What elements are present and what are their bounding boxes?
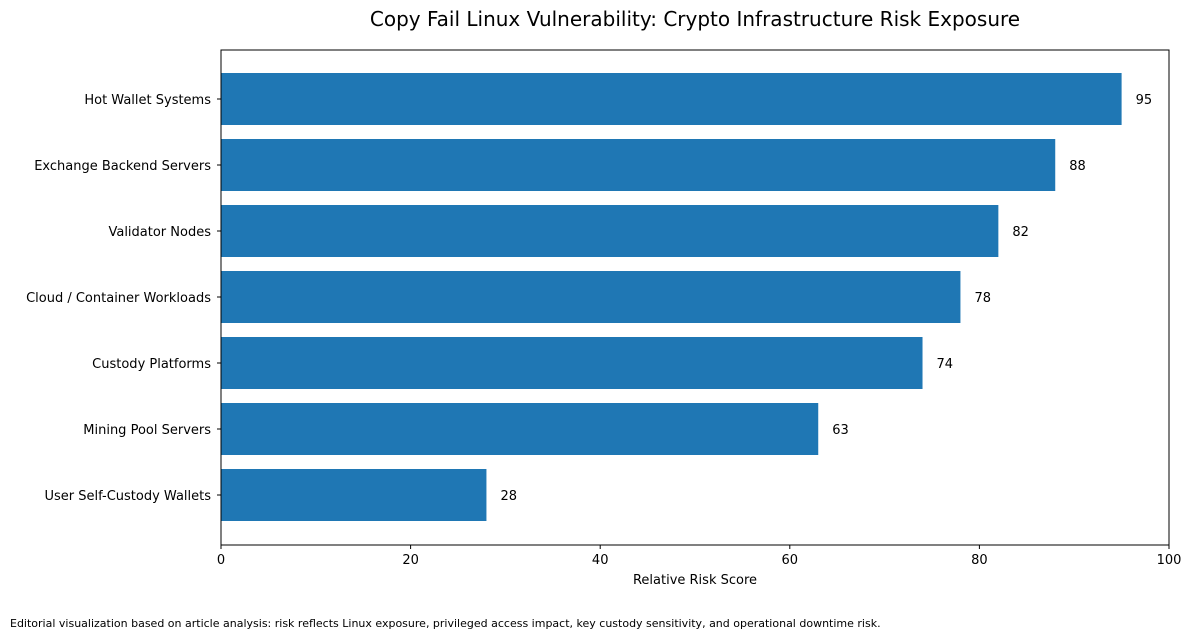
y-tick-label: Mining Pool Servers bbox=[83, 423, 211, 438]
y-tick-label: Cloud / Container Workloads bbox=[26, 291, 211, 306]
data-label: 88 bbox=[1069, 159, 1086, 174]
bar bbox=[221, 271, 961, 323]
x-tick-label: 20 bbox=[402, 553, 419, 568]
x-tick-label: 40 bbox=[592, 553, 609, 568]
data-label: 82 bbox=[1012, 225, 1029, 240]
bars-layer bbox=[221, 73, 1122, 521]
bar bbox=[221, 403, 819, 455]
data-label: 28 bbox=[500, 489, 517, 504]
chart-title: Copy Fail Linux Vulnerability: Crypto In… bbox=[370, 7, 1020, 31]
y-tick-label: Hot Wallet Systems bbox=[84, 93, 211, 108]
x-tick-label: 100 bbox=[1157, 553, 1182, 568]
x-axis-label: Relative Risk Score bbox=[633, 573, 757, 588]
bar bbox=[221, 337, 923, 389]
y-tick-label: Exchange Backend Servers bbox=[34, 159, 211, 174]
y-tick-label: User Self-Custody Wallets bbox=[45, 489, 212, 504]
data-label: 78 bbox=[974, 291, 991, 306]
x-tick-label: 60 bbox=[782, 553, 799, 568]
plot-frame bbox=[220, 49, 1170, 546]
labels-layer: 95 88 82 78 74 63 28 bbox=[500, 93, 1152, 504]
bar bbox=[221, 139, 1056, 191]
data-label: 74 bbox=[937, 357, 954, 372]
footnote: Editorial visualization based on article… bbox=[10, 617, 881, 630]
x-tick-label: 0 bbox=[217, 553, 225, 568]
axes-layer: Hot Wallet Systems Exchange Backend Serve… bbox=[26, 93, 1181, 568]
y-tick-label: Validator Nodes bbox=[108, 225, 211, 240]
data-label: 63 bbox=[832, 423, 849, 438]
bar bbox=[221, 205, 999, 257]
x-tick-label: 80 bbox=[971, 553, 988, 568]
bar bbox=[221, 73, 1122, 125]
bar bbox=[221, 469, 487, 521]
data-label: 95 bbox=[1136, 93, 1153, 108]
y-tick-label: Custody Platforms bbox=[92, 357, 211, 372]
